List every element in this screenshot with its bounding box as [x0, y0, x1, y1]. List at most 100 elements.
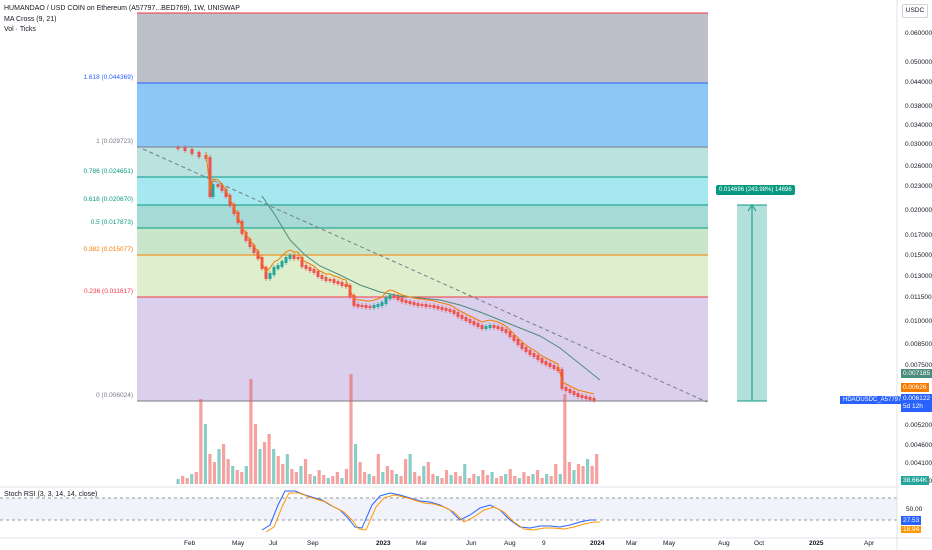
volume-bar — [363, 472, 367, 484]
candle-body — [392, 295, 396, 298]
candle-body — [532, 353, 536, 357]
candle-body — [364, 305, 368, 308]
volume-bar — [249, 379, 253, 484]
fib-label: 1 (0.029723) — [96, 138, 133, 145]
fib-lines — [137, 12, 708, 402]
price-tick: 0.011500 — [905, 294, 932, 301]
ma-fast-tag: 0.00626 — [901, 383, 929, 392]
candle-body — [380, 302, 384, 306]
volume-bar — [285, 454, 289, 484]
volume-bar — [235, 470, 239, 484]
ma-cross-legend[interactable]: MA Cross (9, 21) — [4, 16, 57, 23]
volume-bar — [353, 444, 358, 484]
candle-body — [204, 155, 208, 159]
volume-bar — [212, 462, 217, 484]
candle-body — [476, 323, 480, 327]
candle-body — [428, 305, 432, 307]
volume-bar — [490, 472, 494, 484]
candle-body — [460, 315, 464, 319]
stoch-axis-50: 50.00 — [906, 506, 923, 513]
stoch-k-tag: 27.53 — [901, 516, 922, 525]
candle-body — [552, 365, 556, 369]
candle-body — [376, 304, 380, 307]
currency-badge[interactable]: USDC — [902, 4, 928, 18]
volume-bar — [495, 478, 499, 484]
trendline[interactable] — [142, 148, 708, 403]
volume-bar — [308, 474, 312, 484]
candle-body — [540, 358, 544, 363]
volume-bar — [231, 466, 235, 484]
time-tick: Aug — [504, 540, 516, 547]
fib-label: 0.786 (0.024651) — [83, 168, 133, 175]
time-tick: May — [232, 540, 245, 547]
volume-bar — [303, 459, 308, 484]
candle-body — [220, 185, 224, 191]
fib-zones — [137, 13, 708, 401]
candle-body — [432, 305, 436, 308]
symbol-tag: HDAOUSDC_A57797 — [840, 396, 905, 404]
time-tick: May — [663, 540, 676, 547]
symbol-title[interactable]: HUMANDAO / USD COIN on Ethereum (A57797.… — [4, 5, 240, 12]
candle-body — [504, 329, 508, 333]
candle-body — [268, 273, 272, 279]
candle-body — [280, 261, 284, 267]
volume-bar — [367, 474, 371, 484]
candle-body — [440, 307, 444, 310]
volume-bar — [535, 470, 540, 484]
candle-body — [544, 361, 548, 365]
candle-body — [300, 257, 304, 267]
volume-bar — [399, 476, 403, 484]
time-tick: Oct — [754, 540, 765, 547]
candle-body — [272, 267, 276, 275]
volume-bar — [481, 470, 485, 484]
price-tick: 0.050000 — [905, 59, 932, 66]
volume-bar — [385, 466, 389, 484]
volume-bar — [372, 476, 376, 484]
candle-body — [284, 257, 288, 263]
candle-body — [448, 309, 452, 312]
price-tick: 0.020000 — [905, 207, 932, 214]
price-tick: 0.008500 — [905, 341, 932, 348]
stoch-d-tag: 18.94 — [901, 526, 922, 533]
volume-bar — [508, 469, 512, 484]
time-tick: 2024 — [590, 540, 605, 547]
candle-body — [248, 239, 252, 247]
volume-bar — [417, 476, 421, 484]
candle-body — [316, 271, 320, 277]
candle-body — [320, 275, 324, 279]
volume-bar — [531, 474, 535, 484]
candle-body — [496, 326, 500, 329]
volume-bar — [563, 394, 567, 484]
candle-body — [372, 305, 376, 308]
volume-bar — [276, 456, 280, 484]
volume-bar — [440, 478, 444, 484]
candle-body — [400, 298, 404, 302]
volume-bar — [549, 476, 553, 484]
volume-legend[interactable]: Vol · Ticks — [4, 26, 36, 33]
price-tick: 0.017000 — [905, 232, 932, 239]
candle-body — [408, 301, 412, 304]
volume-bar — [595, 454, 599, 484]
volume-bar — [463, 464, 467, 484]
candle-body — [420, 304, 424, 306]
candle-body — [572, 391, 576, 395]
candle-body — [208, 157, 212, 197]
volume-bar — [581, 466, 585, 484]
price-tick: 0.034000 — [905, 122, 932, 129]
candle-body — [488, 325, 492, 328]
candle-body — [211, 184, 215, 197]
stoch-legend[interactable]: Stoch RSI (3, 3, 14, 14, close) — [4, 491, 98, 498]
price-tick: 0.060000 — [905, 30, 932, 37]
candle-body — [296, 257, 300, 259]
candle-body — [292, 255, 296, 259]
volume-bar — [526, 476, 531, 484]
candle-body — [308, 267, 312, 271]
projection-box[interactable] — [737, 204, 767, 402]
volume-bar — [244, 466, 248, 484]
candle-body — [216, 184, 220, 187]
volume-bar — [404, 459, 408, 484]
candle-body — [452, 310, 456, 314]
candle-body — [512, 335, 516, 341]
candle-body — [560, 369, 564, 389]
